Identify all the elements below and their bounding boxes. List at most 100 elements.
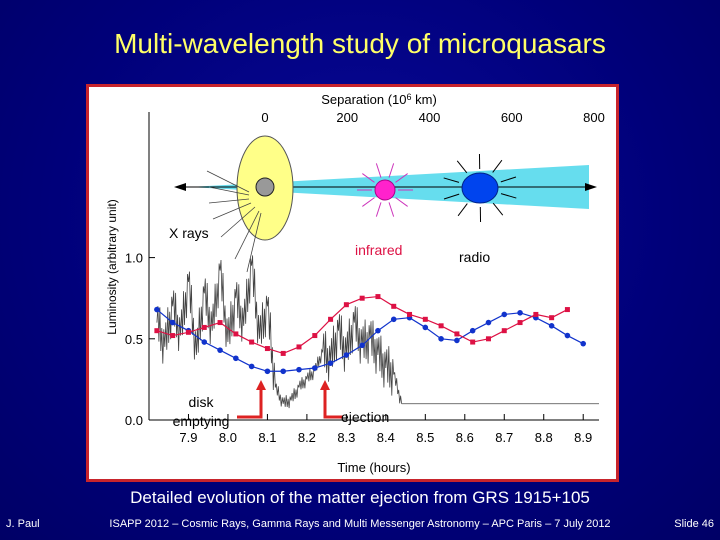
slide-title: Multi-wavelength study of microquasars xyxy=(114,28,606,59)
top-tick-label: 600 xyxy=(501,110,523,125)
top-axis-label: Separation (10 xyxy=(321,92,406,107)
chart: Luminosity (arbitrary unit) Separation (… xyxy=(105,92,605,475)
disk-emptying-arrow xyxy=(237,387,263,419)
jet-illustration xyxy=(174,135,597,273)
infrared-ray xyxy=(388,163,395,178)
radio-ray xyxy=(500,176,517,183)
radio-point xyxy=(327,360,334,366)
x-tick-label: 8.4 xyxy=(377,430,395,445)
x-tick-label: 8.1 xyxy=(258,430,276,445)
infrared-point xyxy=(264,346,270,352)
infrared-ray xyxy=(362,197,375,207)
radio-point xyxy=(248,363,255,370)
radio-point xyxy=(217,347,223,353)
infrared-blob xyxy=(374,179,396,201)
infrared-ray xyxy=(362,173,375,183)
infrared-ray xyxy=(395,173,408,183)
infrared-point xyxy=(501,328,507,334)
radio-ray xyxy=(456,160,468,174)
infrared-point xyxy=(549,315,555,321)
radio-point xyxy=(343,352,350,358)
label-disk: disk xyxy=(189,394,215,410)
radio-point xyxy=(233,355,239,362)
radio-series xyxy=(154,306,587,375)
x-tick-label: 8.8 xyxy=(535,430,553,445)
top-axis-exponent: 6 xyxy=(406,92,411,102)
radio-point xyxy=(454,337,460,344)
radio-ray xyxy=(443,193,460,200)
x-tick-label: 8.5 xyxy=(416,430,434,445)
y-tick-label: 0.5 xyxy=(125,332,143,347)
axes xyxy=(148,112,599,421)
infrared-point xyxy=(375,294,381,300)
radio-point xyxy=(517,310,523,316)
top-tick-label: 800 xyxy=(583,110,605,125)
radio-point xyxy=(296,366,302,373)
infrared-point xyxy=(438,323,444,329)
label-emptying: emptying xyxy=(173,413,230,429)
radio-ray xyxy=(457,203,468,217)
label-radio: radio xyxy=(459,249,490,265)
top-axis-unit: km) xyxy=(412,92,437,107)
infrared-point xyxy=(454,331,460,337)
figure-panel: Luminosity (arbitrary unit) Separation (… xyxy=(86,84,619,482)
y-tick-marks xyxy=(149,257,155,421)
infrared-point xyxy=(391,303,397,309)
radio-point xyxy=(264,368,271,375)
x-tick-labels: 7.9 8.0 8.1 8.2 8.3 8.4 8.5 8.6 8.7 8.8 8.9 xyxy=(179,430,592,445)
radio-point xyxy=(201,339,208,345)
infrared-point xyxy=(233,331,239,337)
compact-object xyxy=(255,177,275,197)
radio-point xyxy=(390,316,397,323)
infrared-point xyxy=(343,302,349,308)
x-tick-label: 8.9 xyxy=(574,430,592,445)
top-tick-label: 400 xyxy=(419,110,441,125)
x-tick-label: 8.3 xyxy=(337,430,355,445)
radio-line xyxy=(156,309,584,372)
x-tick-label: 8.6 xyxy=(456,430,474,445)
infrared-point xyxy=(470,339,476,345)
disk-emission-lines xyxy=(206,170,262,273)
radio-ray xyxy=(492,159,503,173)
radio-point xyxy=(169,319,176,326)
radio-ray xyxy=(492,202,504,216)
footer-event: ISAPP 2012 – Cosmic Rays, Gamma Rays and… xyxy=(109,518,611,530)
radio-point xyxy=(485,319,492,326)
infrared-point xyxy=(328,316,334,322)
radio-point xyxy=(422,324,429,331)
y-tick-label: 1.0 xyxy=(125,251,143,266)
jet-left-arrowhead xyxy=(174,183,186,191)
radio-point xyxy=(280,368,287,375)
radio-point xyxy=(154,306,160,313)
radio-point xyxy=(438,336,444,342)
y-tick-labels: 1.0 0.5 0.0 xyxy=(125,251,143,428)
radio-point xyxy=(580,340,587,347)
top-tick-label: 0 xyxy=(261,110,268,125)
infrared-point xyxy=(217,320,223,326)
xray-line xyxy=(156,255,403,409)
label-ejection: ejection xyxy=(341,409,389,425)
top-tick-labels: 0 200 400 600 800 xyxy=(261,110,604,125)
y-axis-title: Luminosity (arbitrary unit) xyxy=(105,199,119,334)
y-tick-label: 0.0 xyxy=(125,413,143,428)
top-axis-title: Separation (106 km) xyxy=(321,92,437,107)
ejection-arrowhead xyxy=(320,380,330,390)
radio-ray xyxy=(500,193,517,199)
figure-caption: Detailed evolution of the matter ejectio… xyxy=(130,488,590,507)
x-tick-label: 7.9 xyxy=(179,430,197,445)
infrared-series xyxy=(154,294,570,356)
radio-point xyxy=(548,323,555,329)
infrared-point xyxy=(170,333,176,339)
xray-series xyxy=(156,255,599,409)
infrared-point xyxy=(296,344,302,350)
x-tick-label: 8.2 xyxy=(298,430,316,445)
footer-slide-number: Slide 46 xyxy=(674,518,714,530)
infrared-point xyxy=(359,295,365,301)
radio-point xyxy=(359,342,365,349)
infrared-point xyxy=(533,311,539,317)
disk-emptying-arrowhead xyxy=(256,380,266,390)
label-infrared: infrared xyxy=(355,242,402,258)
infrared-point xyxy=(185,329,191,335)
x-tick-marks xyxy=(187,414,584,420)
infrared-point xyxy=(407,311,413,317)
